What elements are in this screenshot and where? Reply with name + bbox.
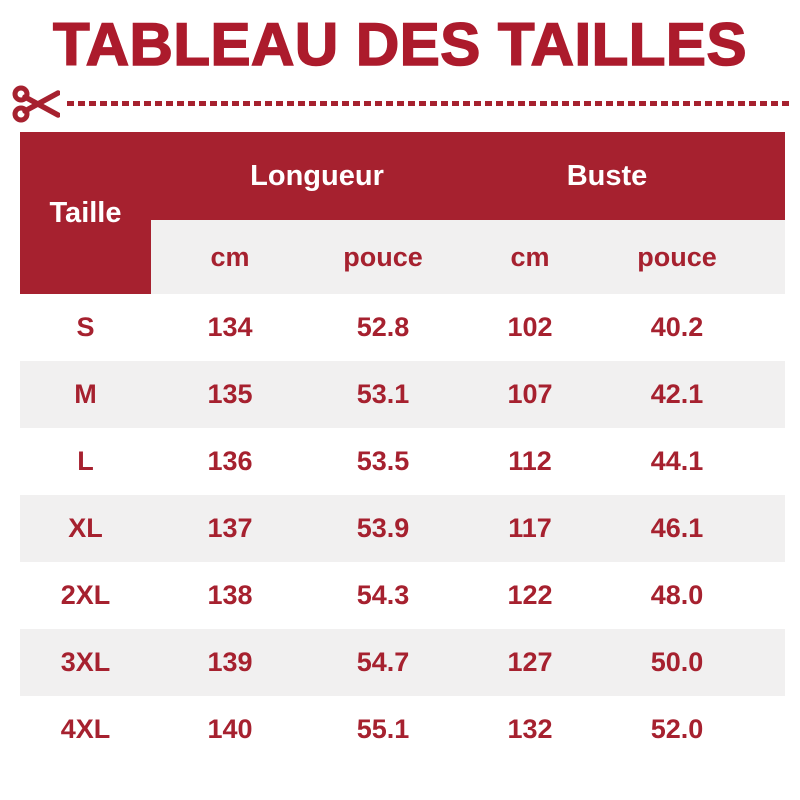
value-cell: 136 <box>151 428 309 495</box>
value-cell: 46.1 <box>603 495 786 562</box>
value-cell: 50.0 <box>603 629 786 696</box>
value-cell: 117 <box>457 495 604 562</box>
table-row: 4XL 140 55.1 132 52.0 <box>20 696 786 763</box>
value-cell: 55.1 <box>309 696 458 763</box>
unit-header-longueur-pouce: pouce <box>309 220 458 294</box>
table-row: M 135 53.1 107 42.1 <box>20 361 786 428</box>
dashed-cut-line <box>67 101 790 106</box>
value-cell: 52.0 <box>603 696 786 763</box>
table-row: L 136 53.5 112 44.1 <box>20 428 786 495</box>
column-header-buste: Buste <box>457 132 786 220</box>
size-cell: XL <box>20 495 151 562</box>
value-cell: 107 <box>457 361 604 428</box>
page-title: TABLEAU DES TAILLES <box>52 11 747 79</box>
value-cell: 53.9 <box>309 495 458 562</box>
value-cell: 134 <box>151 294 309 361</box>
size-cell: 3XL <box>20 629 151 696</box>
scissors-icon <box>12 85 60 122</box>
value-cell: 122 <box>457 562 604 629</box>
table-row: 2XL 138 54.3 122 48.0 <box>20 562 786 629</box>
size-cell: L <box>20 428 151 495</box>
value-cell: 54.7 <box>309 629 458 696</box>
value-cell: 137 <box>151 495 309 562</box>
unit-header-buste-cm: cm <box>457 220 604 294</box>
value-cell: 40.2 <box>603 294 786 361</box>
table-row: XL 137 53.9 117 46.1 <box>20 495 786 562</box>
value-cell: 52.8 <box>309 294 458 361</box>
column-header-longueur: Longueur <box>151 132 458 220</box>
table-row: 3XL 139 54.7 127 50.0 <box>20 629 786 696</box>
size-cell: M <box>20 361 151 428</box>
value-cell: 54.3 <box>309 562 458 629</box>
value-cell: 135 <box>151 361 309 428</box>
cut-line <box>12 83 790 124</box>
value-cell: 140 <box>151 696 309 763</box>
size-table-body: S 134 52.8 102 40.2 M 135 53.1 107 42.1 … <box>20 294 786 763</box>
value-cell: 53.5 <box>309 428 458 495</box>
column-header-taille: Taille <box>20 132 151 294</box>
value-cell: 132 <box>457 696 604 763</box>
value-cell: 48.0 <box>603 562 786 629</box>
value-cell: 127 <box>457 629 604 696</box>
value-cell: 53.1 <box>309 361 458 428</box>
size-cell: 2XL <box>20 562 151 629</box>
value-cell: 138 <box>151 562 309 629</box>
value-cell: 44.1 <box>603 428 786 495</box>
size-cell: 4XL <box>20 696 151 763</box>
value-cell: 102 <box>457 294 604 361</box>
table-row: S 134 52.8 102 40.2 <box>20 294 786 361</box>
value-cell: 139 <box>151 629 309 696</box>
unit-header-longueur-cm: cm <box>151 220 309 294</box>
unit-header-buste-pouce: pouce <box>603 220 786 294</box>
size-cell: S <box>20 294 151 361</box>
value-cell: 42.1 <box>603 361 786 428</box>
size-table: Taille Longueur Buste cm pouce cm pouce … <box>20 132 786 763</box>
value-cell: 112 <box>457 428 604 495</box>
